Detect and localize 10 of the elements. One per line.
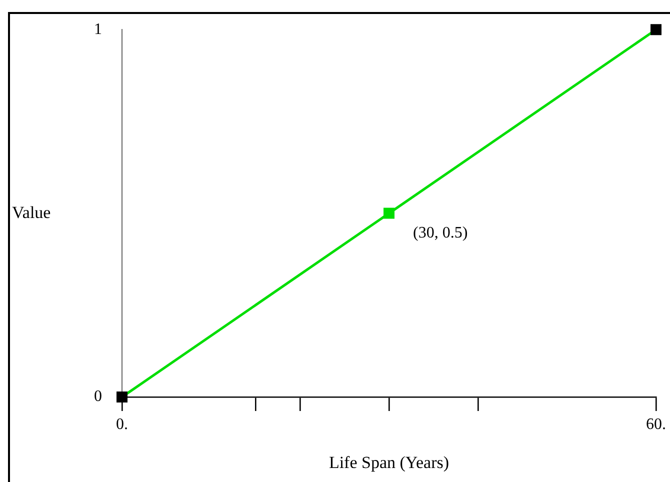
- point: [650, 24, 662, 36]
- y-tick-label: 0: [94, 388, 102, 406]
- x-axis-title: Life Span (Years): [328, 452, 450, 472]
- point: [116, 392, 128, 402]
- y-axis-title: Value: [12, 202, 51, 222]
- x-tick-label: 60.: [646, 416, 666, 433]
- x-tick-label: 0.: [116, 416, 128, 433]
- annotation: (30, 0.5): [413, 224, 468, 242]
- y-tick-label: 1: [94, 20, 102, 38]
- point: [384, 208, 394, 219]
